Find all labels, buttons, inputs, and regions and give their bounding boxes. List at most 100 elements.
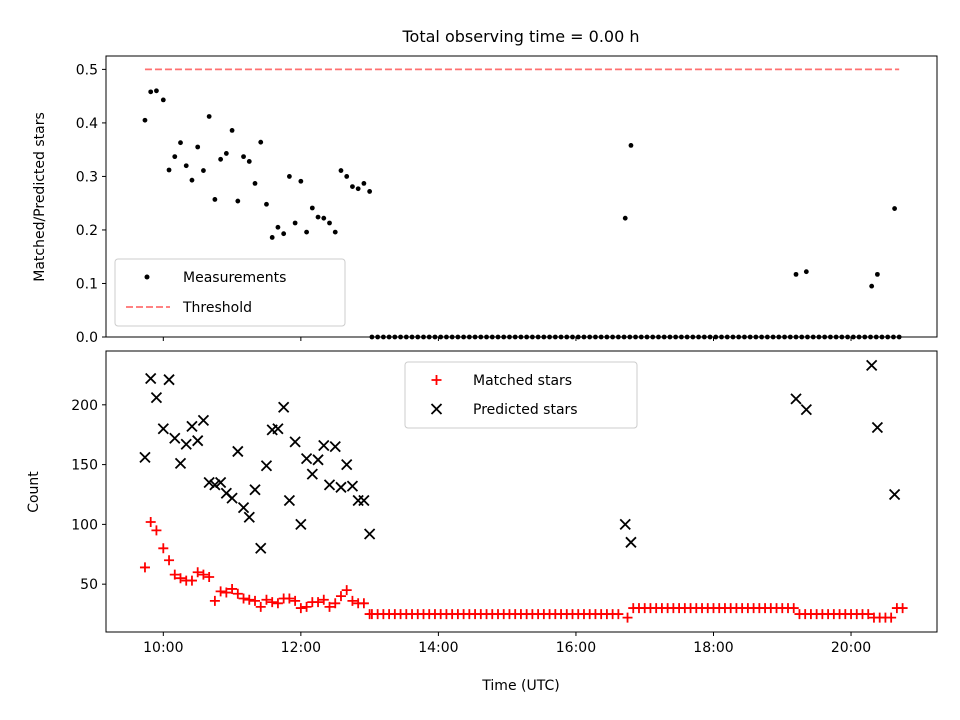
measurement-point — [298, 178, 304, 184]
measurement-point — [628, 142, 634, 148]
matched-star-point — [622, 612, 633, 623]
ytick-label: 200 — [71, 398, 98, 414]
matched-star-point — [261, 594, 272, 605]
matched-star-point — [204, 571, 215, 582]
predicted-star-point — [323, 479, 336, 491]
predicted-star-point — [300, 452, 313, 465]
measurement-point — [367, 189, 373, 194]
matched-star-point — [318, 594, 329, 605]
measurement-point — [361, 180, 367, 186]
predicted-star-point — [312, 454, 324, 466]
matched-star-point — [886, 612, 897, 623]
predicted-star-point — [289, 436, 301, 448]
measurement-point — [793, 271, 799, 277]
predicted-star-point — [157, 423, 169, 435]
measurement-point — [154, 88, 159, 94]
predicted-star-point — [163, 374, 175, 386]
measurement-point — [206, 114, 212, 119]
measurement-point — [258, 139, 264, 145]
legend-measurements-marker — [144, 274, 150, 280]
xtick-label: 10:00 — [143, 640, 183, 656]
top-axes-frame — [105, 55, 938, 338]
legend-matched-marker — [431, 375, 442, 385]
measurement-point — [148, 89, 154, 95]
predicted-star-point — [192, 435, 204, 447]
matched-star-point — [341, 585, 352, 596]
predicted-star-point — [625, 536, 637, 548]
matched-star-point — [330, 598, 341, 609]
predicted-star-point — [180, 438, 192, 450]
matched-star-point — [232, 588, 243, 599]
measurement-point — [286, 174, 292, 179]
measurement-point — [321, 215, 327, 221]
measurement-point — [874, 271, 880, 277]
legend-predicted-label: Predicted stars — [473, 402, 578, 418]
matched-star-point — [301, 601, 312, 612]
measurement-point — [269, 235, 275, 240]
measurement-point — [344, 174, 350, 179]
predicted-star-point — [790, 393, 802, 405]
predicted-star-point — [243, 511, 255, 523]
matched-star-point — [192, 567, 203, 578]
ytick-label: 50 — [80, 577, 98, 593]
predicted-star-point — [306, 468, 318, 480]
predicted-star-point — [169, 432, 181, 444]
predicted-star-point — [197, 414, 210, 426]
measurement-point — [327, 220, 332, 226]
bottom-xlabel: Time (UTC) — [481, 678, 559, 694]
matched-star-point — [324, 601, 335, 612]
measurement-point — [142, 117, 148, 123]
measurement-point — [281, 231, 287, 237]
matched-star-point — [290, 595, 301, 606]
predicted-star-point — [150, 391, 163, 404]
predicted-star-point — [283, 494, 296, 507]
ytick-label: 0.2 — [76, 223, 98, 239]
bottom-legend: Matched stars Predicted stars — [404, 361, 638, 429]
predicted-star-point — [335, 481, 347, 493]
legend-threshold-label: Threshold — [182, 300, 252, 316]
matched-star-point — [139, 562, 150, 573]
matched-star-point — [238, 593, 249, 604]
matched-star-point — [267, 597, 278, 608]
predicted-star-point — [363, 528, 376, 540]
matched-star-point — [358, 598, 369, 609]
matched-star-point — [897, 603, 908, 614]
matched-star-point — [272, 598, 283, 609]
measurement-point — [332, 229, 338, 235]
predicted-star-point — [341, 458, 353, 471]
measurement-point — [201, 168, 206, 173]
bottom-ylabel: Count — [26, 471, 42, 513]
predicted-star-point — [186, 420, 198, 432]
measurement-point — [246, 159, 252, 164]
predicted-star-point — [346, 480, 359, 492]
measurement-point — [264, 201, 269, 207]
matched-star-point — [613, 609, 624, 620]
measurement-point — [172, 154, 178, 160]
measurement-point — [869, 283, 875, 289]
matched-star-point — [335, 591, 346, 602]
predicted-star-point — [619, 518, 631, 531]
top-panel: Total observing time = 0.00 h Matched/Pr… — [32, 27, 938, 346]
ytick-label: 0.0 — [76, 330, 98, 346]
top-legend: Measurements Threshold — [114, 258, 346, 327]
predicted-star-point — [260, 460, 273, 472]
predicted-star-point — [295, 518, 307, 531]
matched-star-point — [788, 603, 799, 614]
matched-star-point — [347, 595, 358, 606]
matched-star-point — [169, 569, 180, 580]
predicted-star-point — [232, 445, 244, 458]
top-legend-box — [114, 258, 346, 327]
predicted-star-point — [174, 457, 187, 470]
matched-star-point — [198, 569, 209, 580]
ytick-label: 0.5 — [76, 62, 98, 78]
legend-measurements-label: Measurements — [183, 270, 286, 286]
predicted-star-point — [255, 542, 267, 554]
matched-star-point — [145, 516, 156, 527]
predicted-star-point — [278, 401, 290, 413]
ytick-label: 150 — [71, 458, 98, 474]
measurement-point — [195, 144, 201, 150]
ytick-label: 0.1 — [76, 276, 98, 292]
measurement-point — [275, 224, 281, 230]
